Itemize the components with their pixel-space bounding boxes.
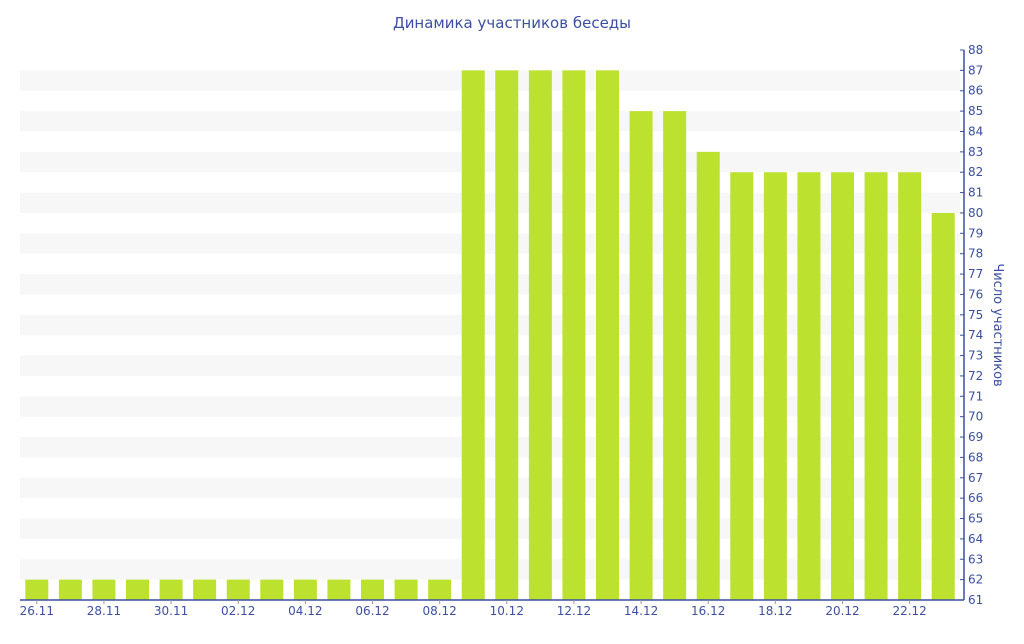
bars [25, 70, 955, 601]
x-tick-label: 08.12 [422, 604, 456, 618]
x-tick-label: 30.11 [154, 604, 188, 618]
bar-17.12 [730, 172, 754, 600]
y-tick-label: 85 [968, 104, 983, 118]
bar-03.12 [260, 579, 284, 600]
y-tick-label: 83 [968, 145, 983, 159]
bar-15.12 [663, 111, 687, 600]
x-tick-label: 06.12 [355, 604, 389, 618]
grid-band [20, 151, 960, 173]
y-tick-label: 86 [968, 84, 983, 98]
x-tick-label: 04.12 [288, 604, 322, 618]
y-tick-label: 63 [968, 552, 983, 566]
x-tick-label: 18.12 [758, 604, 792, 618]
y-tick-label: 62 [968, 573, 983, 587]
y-tick-label: 73 [968, 349, 983, 363]
axes: 61 62 63 64 65 66 67 68 69 70 71 72 73 74 75 76 77 78 79 80… [20, 43, 984, 618]
bar-04.12 [293, 579, 317, 600]
grid-band [20, 559, 960, 580]
bar-19.12 [797, 172, 821, 600]
y-tick-label: 70 [968, 410, 983, 424]
bar-09.12 [461, 70, 485, 601]
bar-18.12 [763, 172, 787, 600]
grid-band [20, 274, 960, 295]
y-tick-label: 72 [968, 369, 983, 383]
y-tick-label: 65 [968, 512, 983, 526]
grid-band [20, 314, 960, 336]
y-tick-label: 88 [968, 43, 983, 57]
y-tick-label: 78 [968, 247, 983, 261]
y-tick-label: 66 [968, 491, 983, 505]
y-tick-label: 82 [968, 165, 983, 179]
bar-10.12 [495, 70, 519, 601]
y-tick-label: 79 [968, 226, 983, 240]
x-tick-label: 16.12 [691, 604, 725, 618]
y-tick-label: 61 [968, 593, 983, 607]
y-tick-label: 84 [968, 124, 983, 138]
bar-11.12 [528, 70, 552, 601]
bar-12.12 [562, 70, 586, 601]
bar-26.11 [25, 579, 49, 600]
grid-band [20, 355, 960, 376]
y-tick-label: 80 [968, 206, 983, 220]
x-tick-label: 20.12 [825, 604, 859, 618]
bar-07.12 [394, 579, 418, 600]
y-tick-label: 81 [968, 186, 983, 200]
bar-02.12 [226, 579, 250, 600]
grid-bands [20, 70, 960, 580]
chart-title: Динамика участников беседы [393, 14, 631, 32]
bar-08.12 [428, 579, 452, 600]
y-tick-label: 87 [968, 63, 983, 77]
x-tick-label: 02.12 [221, 604, 255, 618]
y-tick-label: 75 [968, 308, 983, 322]
grid-band [20, 518, 960, 539]
grid-band [20, 233, 960, 254]
bar-29.11 [126, 579, 149, 600]
bar-20.12 [831, 172, 854, 600]
bar-28.11 [92, 579, 116, 600]
y-tick-label: 77 [968, 267, 983, 281]
y-tick-label: 67 [968, 471, 983, 485]
grid-band [20, 396, 960, 417]
bar-01.12 [193, 579, 217, 600]
grid-band [20, 437, 960, 458]
grid-band [20, 477, 960, 499]
bar-16.12 [696, 151, 720, 600]
bar-23.12 [931, 212, 955, 601]
bar-27.11 [58, 579, 82, 600]
bar-05.12 [327, 579, 351, 600]
x-tick-label: 22.12 [892, 604, 926, 618]
grid-band [20, 111, 960, 132]
bar-14.12 [629, 111, 653, 600]
bar-21.12 [864, 172, 888, 600]
grid-band [20, 70, 960, 91]
x-tick-label: 10.12 [490, 604, 524, 618]
x-tick-label: 12.12 [557, 604, 591, 618]
x-tick-label: 28.11 [87, 604, 121, 618]
bar-30.11 [159, 579, 183, 600]
y-tick-label: 71 [968, 389, 983, 403]
bar-06.12 [361, 579, 384, 600]
x-tick-label: 26.11 [20, 604, 54, 618]
x-tick-label: 14.12 [624, 604, 658, 618]
bar-22.12 [898, 172, 922, 600]
y-tick-label: 68 [968, 450, 983, 464]
y-axis-label: Число участников [990, 263, 1005, 386]
y-tick-label: 64 [968, 532, 983, 546]
bar-13.12 [596, 70, 619, 601]
y-tick-label: 76 [968, 287, 983, 301]
y-tick-label: 74 [968, 328, 983, 342]
y-tick-label: 69 [968, 430, 983, 444]
grid-band [20, 192, 960, 213]
